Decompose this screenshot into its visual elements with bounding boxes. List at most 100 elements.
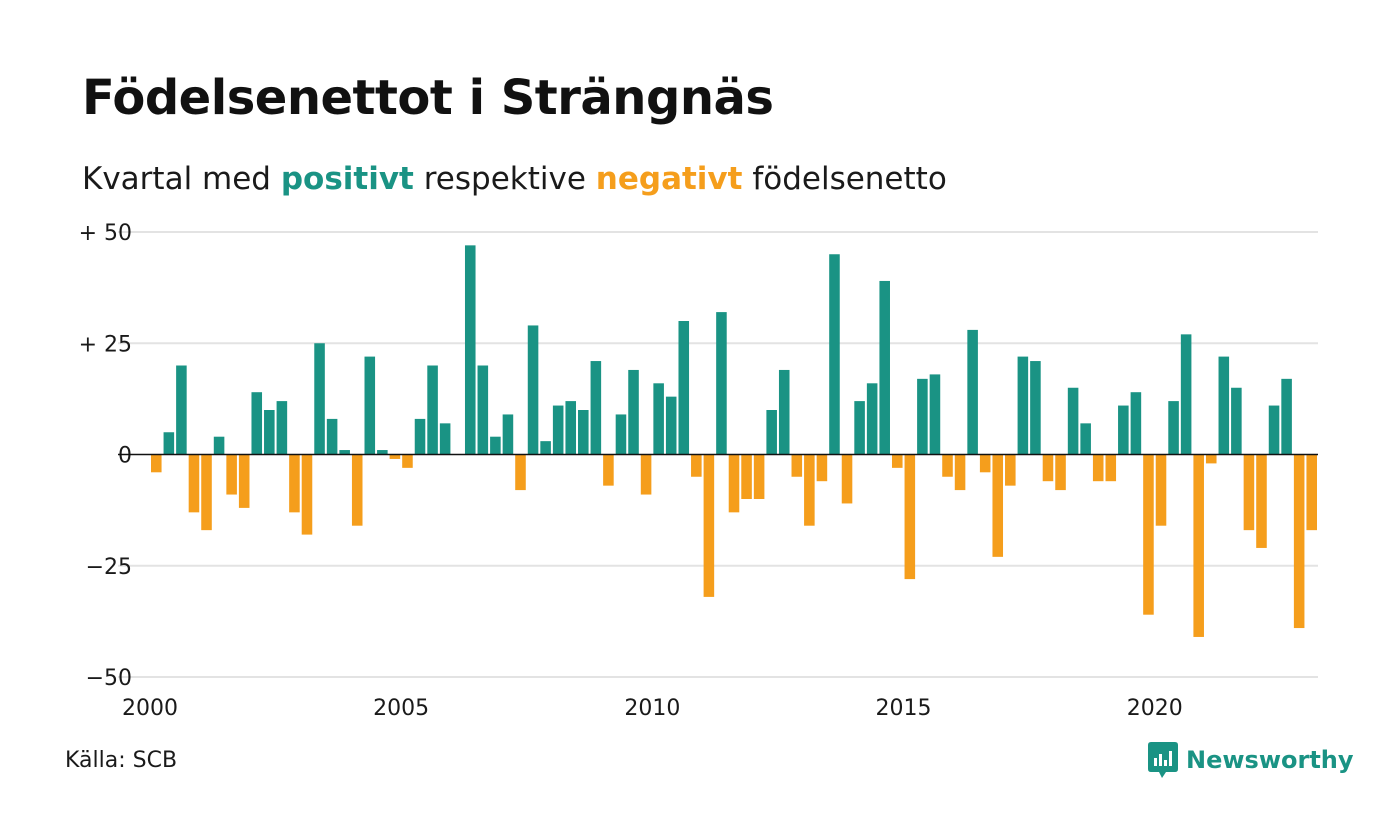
bar-negative (1293, 454, 1305, 629)
bar-positive (628, 369, 639, 455)
bar-negative (1005, 454, 1016, 486)
bar-negative (1055, 454, 1066, 491)
bar-positive (176, 365, 187, 455)
bar-positive (653, 383, 664, 455)
chart-title: Födelsenettot i Strängnäs (82, 70, 774, 126)
bar-negative (691, 454, 702, 477)
bar-positive (1281, 378, 1292, 455)
bar-negative (289, 454, 300, 513)
bar-positive (339, 450, 350, 455)
bar-positive (552, 405, 564, 455)
x-tick-label: 2000 (122, 696, 178, 721)
bar-negative (992, 454, 1004, 557)
subtitle-text-start: Kvartal med (82, 161, 281, 197)
bar-positive (527, 325, 539, 455)
bar-positive (377, 450, 388, 455)
bar-negative (301, 454, 313, 535)
bar-positive (314, 343, 325, 455)
bar-negative (979, 454, 991, 473)
subtitle-positive-word: positivt (280, 161, 414, 197)
bar-positive (866, 383, 878, 455)
y-tick-label: −25 (86, 555, 132, 580)
bar-positive (439, 423, 451, 455)
bar-positive (326, 418, 338, 455)
bar-positive (590, 361, 602, 455)
source-note: Källa: SCB (65, 748, 178, 773)
bar-negative (515, 454, 526, 491)
subtitle-negative-word: negativt (595, 161, 743, 197)
bar-positive (829, 254, 840, 455)
bar-positive (414, 418, 426, 455)
chart-subtitle: Kvartal med positivt respektive negativt… (82, 161, 947, 197)
bar-positive (615, 414, 627, 455)
bar-positive (427, 365, 438, 455)
bar-positive (578, 410, 589, 455)
bar-positive (1030, 361, 1041, 455)
bar-positive (1218, 356, 1230, 455)
bar-negative (1205, 454, 1217, 464)
bar-negative (1193, 454, 1204, 637)
bar-positive (1118, 405, 1129, 455)
x-tick-label: 2020 (1127, 696, 1183, 721)
y-tick-label: + 50 (79, 221, 132, 246)
newsworthy-logo-text: Newsworthy (1186, 746, 1354, 774)
bar-negative (389, 454, 401, 459)
bar-negative (728, 454, 740, 513)
subtitle-text-end: födelsenetto (742, 161, 947, 197)
bar-positive (464, 245, 476, 455)
bar-positive (1231, 387, 1242, 455)
bar-positive (264, 410, 275, 455)
x-tick-label: 2015 (876, 696, 932, 721)
bar-positive (766, 410, 777, 455)
bar-negative (841, 454, 853, 504)
bar-negative (1042, 454, 1054, 482)
bar-negative (1143, 454, 1154, 615)
bar-negative (188, 454, 200, 513)
bar-positive (364, 356, 376, 455)
bar-positive (1268, 405, 1280, 455)
bar-positive (565, 401, 577, 455)
bar-positive (1168, 401, 1179, 455)
bar-positive (678, 321, 690, 455)
y-tick-label: 0 (118, 444, 132, 469)
bar-negative (151, 454, 162, 473)
bar-positive (917, 378, 928, 455)
subtitle-text-middle: respektive (413, 161, 596, 197)
bar-negative (904, 454, 916, 580)
bar-negative (816, 454, 828, 482)
bar-positive (1017, 356, 1029, 455)
bar-positive (163, 432, 175, 455)
bar-negative (942, 454, 953, 477)
bar-negative (703, 454, 715, 597)
bar-negative (741, 454, 752, 499)
bar-negative (804, 454, 815, 526)
bar-positive (879, 280, 890, 455)
bar-positive (1130, 392, 1142, 455)
bar-positive (490, 436, 501, 455)
bar-positive (1080, 423, 1091, 455)
newsworthy-logo: Newsworthy (1148, 742, 1354, 778)
bar-negative (791, 454, 803, 477)
bar-negative (351, 454, 363, 526)
bar-negative (603, 454, 614, 486)
bar-negative (954, 454, 966, 491)
bar-negative (1256, 454, 1267, 548)
bar-positive (1180, 334, 1192, 455)
newsworthy-logo-icon (1148, 742, 1178, 778)
bar-positive (477, 365, 489, 455)
bar-positive (716, 312, 727, 455)
bar-positive (276, 401, 288, 455)
bar-positive (213, 436, 225, 455)
y-tick-label: −50 (86, 666, 132, 691)
bar-negative (238, 454, 250, 508)
bar-negative (640, 454, 652, 495)
bar-positive (778, 369, 790, 455)
bar-negative (1243, 454, 1255, 531)
x-tick-label: 2005 (373, 696, 429, 721)
bar-negative (1306, 454, 1317, 531)
bar-negative (201, 454, 212, 531)
bar-negative (1155, 454, 1167, 526)
bar-positive (502, 414, 514, 455)
bar-negative (753, 454, 765, 499)
